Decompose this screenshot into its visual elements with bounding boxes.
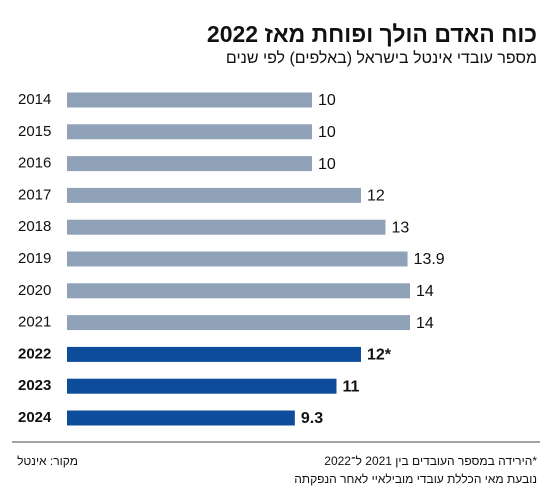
value-label: 12* [367,347,392,364]
y-tick-label: 2014 [18,91,51,108]
y-tick-label: 2023 [18,377,51,394]
footnote: *הירידה במספר העובדים בין 2021 ל־2022 [324,454,537,468]
value-label: 10 [318,124,336,141]
value-label: 14 [416,315,434,332]
bar [67,346,361,362]
bar [67,378,337,394]
bar [67,251,408,267]
bar [67,92,312,108]
value-label: 13.9 [414,251,445,268]
source: מקור: אינטל [17,454,78,468]
value-label: 10 [318,92,336,109]
bar [67,156,312,172]
y-tick-label: 2019 [18,250,51,267]
bar [67,124,312,140]
footnote: נובעת מאי הכללת עובדי מובילאיי לאחר הנפק… [294,472,537,486]
y-tick-label: 2015 [18,123,51,140]
y-tick-label: 2018 [18,218,51,235]
y-tick-label: 2024 [18,409,52,426]
bar [67,219,386,235]
bar [67,187,361,203]
bar [67,283,410,299]
bar [67,410,295,426]
value-label: 11 [343,378,360,395]
value-label: 14 [416,283,434,300]
chart-subtitle: מספר עובדי אינטל בישראל (באלפים) לפי שני… [226,49,537,67]
y-tick-label: 2022 [18,345,51,362]
value-label: 9.3 [301,410,323,427]
chart-title: כוח האדם הולך ופוחת מאז 2022 [207,21,537,47]
y-tick-label: 2020 [18,282,51,299]
y-tick-label: 2021 [18,314,51,331]
value-label: 10 [318,156,336,173]
bar [67,315,410,331]
y-tick-label: 2016 [18,155,51,172]
y-tick-label: 2017 [18,186,51,203]
value-label: 13 [392,219,410,236]
value-label: 12 [367,188,385,205]
